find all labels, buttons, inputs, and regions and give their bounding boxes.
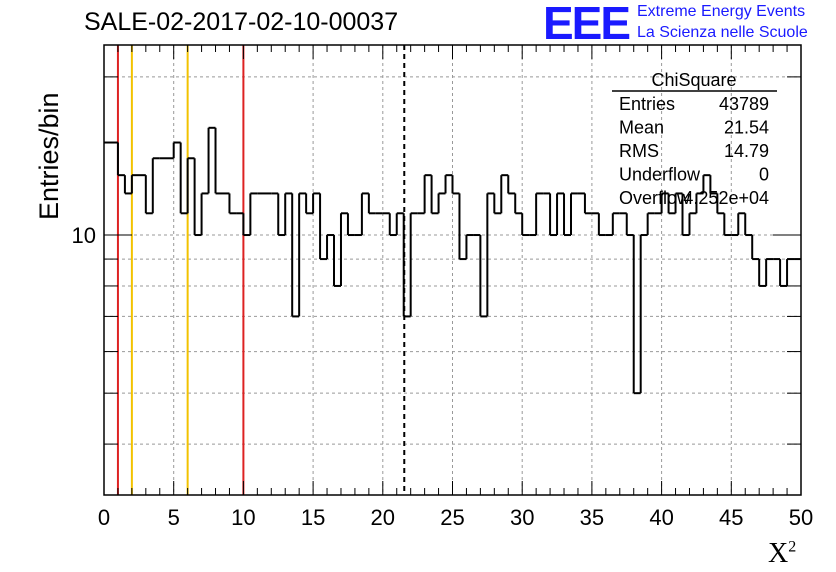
x-axis-label-base: X (768, 538, 789, 569)
x-tick-label: 25 (440, 505, 464, 530)
x-axis-label: X2 (768, 538, 796, 570)
stats-row-label: Mean (619, 118, 664, 138)
x-tick-label: 15 (301, 505, 325, 530)
stats-box-title: ChiSquare (651, 70, 736, 90)
stats-row-label: Underflow (619, 165, 701, 185)
x-tick-label: 35 (580, 505, 604, 530)
x-axis-label-superscript: 2 (788, 538, 797, 556)
x-tick-label: 5 (168, 505, 180, 530)
stats-row-label: Entries (619, 94, 675, 114)
stats-row-label: RMS (619, 141, 659, 161)
x-tick-label: 40 (649, 505, 673, 530)
x-tick-label: 30 (510, 505, 534, 530)
logo-caption-line-2: La Scienza nelle Scuole (637, 24, 808, 41)
stats-row-value: 21.54 (724, 118, 769, 138)
stats-row-value: 14.79 (724, 141, 769, 161)
eee-logo: EEE (543, 0, 631, 49)
x-tick-label: 50 (789, 505, 813, 530)
stats-row-label: Overflow (619, 188, 691, 208)
stats-row-value: 4.252e+04 (683, 188, 769, 208)
chart-title: SALE-02-2017-02-10-00037 (84, 8, 399, 36)
x-tick-label: 45 (719, 505, 743, 530)
x-tick-label: 10 (231, 505, 255, 530)
stats-row-value: 0 (759, 165, 769, 185)
x-tick-label: 0 (98, 505, 110, 530)
logo-caption-line-1: Extreme Energy Events (637, 3, 806, 20)
stats-row-value: 43789 (719, 94, 769, 114)
x-tick-label: 20 (371, 505, 395, 530)
y-tick-label: 10 (72, 223, 96, 248)
